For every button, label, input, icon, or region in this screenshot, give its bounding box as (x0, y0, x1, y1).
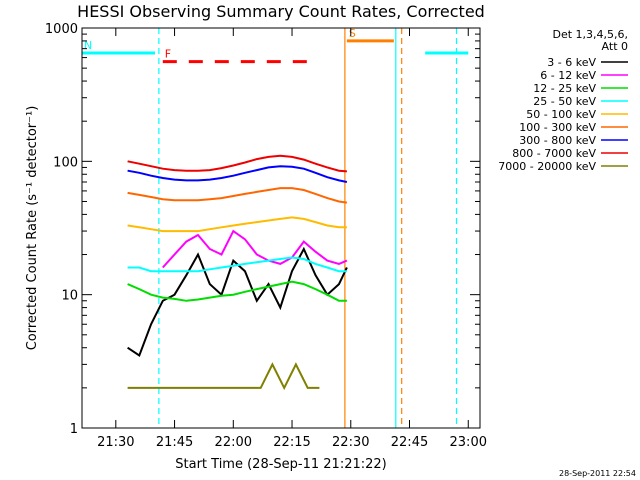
legend-label-1: 6 - 12 keV (540, 69, 596, 82)
y-tick-label-3: 1000 (45, 22, 78, 37)
series-line-3 (127, 256, 347, 273)
legend-label-3: 25 - 50 keV (533, 95, 596, 108)
series-line-6 (127, 165, 348, 183)
y-tick-label-2: 100 (53, 155, 78, 170)
legend-label-2: 12 - 25 keV (533, 82, 596, 95)
legend-label-6: 300 - 800 keV (519, 134, 596, 147)
chart-title: HESSI Observing Summary Count Rates, Cor… (77, 2, 485, 21)
series-line-5 (127, 187, 348, 204)
x-tick-label-0: 21:30 (97, 435, 134, 450)
legend-header-line-1: Det 1,3,4,5,6, (552, 28, 628, 41)
flag-label-0: N (84, 39, 92, 52)
legend-label-0: 3 - 6 keV (547, 56, 596, 69)
legend-header-line-2: Att 0 (602, 40, 628, 53)
x-tick-label-6: 23:00 (450, 435, 487, 450)
x-tick-label-4: 22:30 (332, 435, 369, 450)
x-tick-label-2: 22:00 (215, 435, 252, 450)
plot-area: N F S 21:30 21:45 22:00 22:15 22:30 22:45 23:00 1 1… (45, 22, 487, 450)
flag-label-1: F (165, 48, 171, 61)
y-axis-label: Corrected Count Rate (s⁻¹ detector⁻¹) (25, 106, 40, 351)
legend-label-4: 50 - 100 keV (526, 108, 596, 121)
series-line-8 (127, 362, 320, 391)
series-line-0 (127, 246, 348, 358)
timestamp: 28-Sep-2011 22:54 (559, 469, 636, 478)
legend-label-7: 800 - 7000 keV (512, 147, 596, 160)
plot-frame (81, 27, 481, 429)
x-tick-label-3: 22:15 (273, 435, 310, 450)
x-tick-label-5: 22:45 (391, 435, 428, 450)
legend-label-8: 7000 - 20000 keV (498, 160, 596, 173)
y-tick-label-1: 10 (61, 289, 78, 304)
y-tick-label-0: 1 (70, 422, 78, 437)
series-line-2 (127, 280, 347, 302)
x-tick-label-1: 21:45 (156, 435, 193, 450)
x-axis-label: Start Time (28-Sep-11 21:21:22) (175, 457, 386, 472)
flag-label-2: S (349, 27, 356, 40)
series-line-1 (162, 229, 348, 269)
series-line-7 (127, 154, 347, 173)
series-line-4 (127, 216, 347, 233)
legend-label-5: 100 - 300 keV (519, 121, 596, 134)
